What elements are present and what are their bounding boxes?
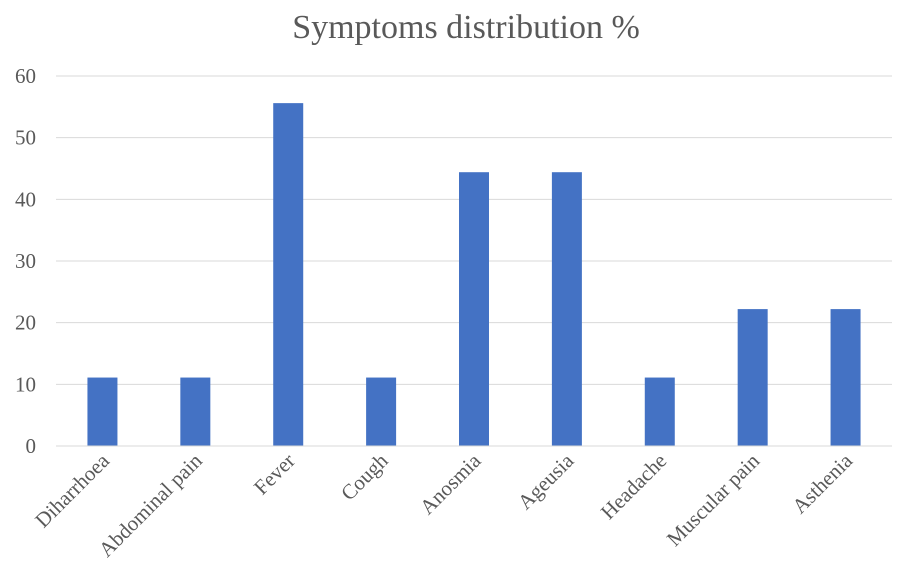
x-tick-label: Headache	[596, 449, 672, 525]
bar-abdominal-pain	[180, 378, 210, 446]
x-tick-label: Diharrhoea	[30, 448, 114, 532]
y-axis-ticks: 0 10 20 30 40 50 60	[15, 64, 36, 458]
y-tick-label: 50	[15, 126, 36, 150]
bar-anosmia	[459, 172, 489, 446]
x-tick-label: Anosmia	[415, 448, 486, 519]
y-tick-label: 10	[15, 372, 36, 396]
bars	[87, 103, 860, 446]
x-tick-label: Ageusia	[513, 448, 579, 514]
bar-diharrhoea	[87, 378, 117, 446]
x-tick-label: Muscular pain	[662, 448, 765, 551]
y-tick-label: 40	[15, 187, 36, 211]
chart-title: Symptoms distribution %	[292, 9, 640, 46]
bar-asthenia	[831, 309, 861, 446]
bar-cough	[366, 378, 396, 446]
bar-ageusia	[552, 172, 582, 446]
x-tick-label: Cough	[336, 448, 393, 505]
x-tick-label: Fever	[249, 449, 300, 500]
bar-muscular-pain	[738, 309, 768, 446]
y-tick-label: 0	[26, 434, 37, 458]
y-tick-label: 20	[15, 311, 36, 335]
y-tick-label: 60	[15, 64, 36, 88]
bar-headache	[645, 378, 675, 446]
y-tick-label: 30	[15, 249, 36, 273]
x-tick-label: Asthenia	[787, 448, 857, 518]
bar-fever	[273, 103, 303, 446]
